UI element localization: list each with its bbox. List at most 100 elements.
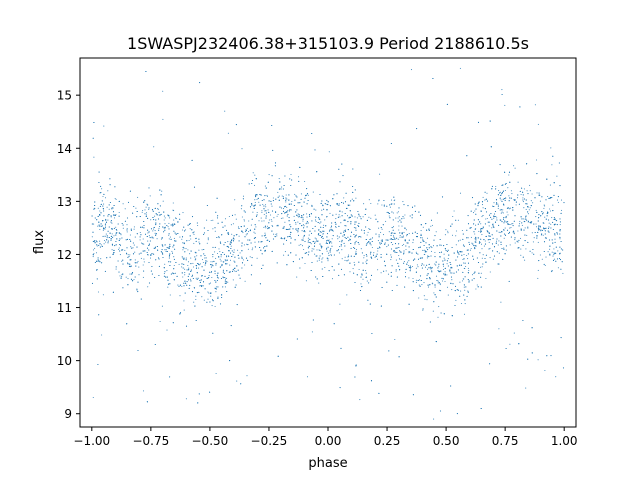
- data-point: [102, 195, 104, 198]
- data-point: [101, 225, 103, 228]
- data-point: [331, 245, 333, 247]
- data-point: [326, 233, 329, 235]
- data-point: [453, 272, 455, 274]
- data-point: [280, 237, 282, 239]
- data-point: [194, 305, 196, 307]
- data-point: [297, 176, 300, 178]
- data-point: [307, 254, 309, 256]
- data-point: [365, 276, 367, 278]
- data-point: [246, 243, 248, 245]
- data-point: [419, 214, 422, 216]
- data-point: [394, 238, 396, 240]
- data-point: [504, 220, 506, 222]
- data-point: [96, 244, 98, 246]
- data-point: [535, 209, 537, 211]
- data-point: [284, 175, 286, 177]
- data-point: [435, 275, 438, 277]
- data-point: [248, 220, 250, 222]
- data-point: [150, 254, 152, 256]
- data-point: [536, 235, 538, 237]
- data-point: [307, 194, 309, 196]
- data-point: [98, 314, 100, 316]
- data-point: [446, 243, 448, 246]
- data-point: [500, 191, 502, 193]
- data-point: [390, 203, 392, 205]
- data-point: [263, 226, 265, 228]
- data-point: [331, 266, 333, 268]
- data-point: [261, 267, 263, 270]
- data-point: [363, 232, 365, 234]
- data-point: [541, 258, 543, 260]
- data-point: [92, 231, 94, 233]
- data-point: [99, 243, 101, 245]
- data-point: [402, 201, 404, 203]
- data-point: [512, 225, 514, 227]
- data-point: [283, 243, 285, 245]
- data-point: [365, 261, 367, 263]
- data-point: [463, 278, 465, 280]
- data-point: [196, 222, 198, 224]
- data-point: [475, 213, 477, 215]
- data-point: [276, 215, 278, 217]
- data-point: [474, 210, 476, 212]
- data-point: [544, 205, 546, 207]
- data-point: [493, 217, 495, 219]
- data-point: [549, 245, 551, 247]
- data-point: [268, 200, 270, 202]
- data-point: [182, 212, 184, 214]
- data-point: [287, 209, 289, 211]
- data-point: [512, 223, 514, 225]
- data-point: [542, 212, 544, 214]
- data-point: [172, 202, 174, 204]
- data-point: [477, 237, 479, 239]
- data-point: [245, 228, 247, 230]
- data-point: [216, 279, 218, 282]
- data-point: [169, 264, 171, 267]
- data-point: [173, 268, 175, 270]
- data-point: [493, 202, 495, 204]
- data-point: [326, 257, 328, 259]
- data-point: [508, 280, 510, 282]
- data-point: [462, 233, 464, 235]
- data-point: [158, 226, 161, 228]
- data-point: [555, 252, 557, 254]
- data-point: [126, 231, 128, 233]
- data-point: [193, 186, 196, 188]
- data-point: [211, 264, 213, 266]
- data-point: [143, 261, 145, 263]
- data-point: [496, 219, 498, 221]
- data-point: [507, 223, 509, 225]
- data-point: [322, 257, 324, 259]
- data-point: [346, 294, 348, 296]
- data-point: [510, 236, 512, 238]
- data-point: [363, 257, 365, 259]
- data-point: [527, 358, 529, 360]
- data-point: [366, 263, 368, 265]
- data-point: [122, 259, 124, 261]
- data-point: [185, 325, 188, 327]
- data-point: [276, 262, 278, 264]
- data-point: [109, 178, 111, 180]
- data-point: [559, 221, 561, 223]
- data-point: [480, 286, 482, 288]
- data-point: [533, 223, 535, 225]
- data-point: [154, 230, 156, 232]
- data-point: [268, 227, 270, 229]
- data-point: [358, 222, 360, 224]
- data-point: [505, 347, 507, 350]
- data-point: [547, 227, 550, 230]
- data-point: [339, 210, 341, 212]
- data-point: [302, 239, 304, 241]
- data-point: [155, 222, 157, 224]
- data-point: [109, 184, 111, 186]
- data-point: [383, 205, 385, 207]
- data-point: [493, 226, 495, 228]
- data-point: [258, 201, 260, 203]
- data-point: [173, 256, 175, 258]
- data-point: [353, 233, 355, 236]
- data-point: [280, 207, 283, 209]
- data-point: [524, 227, 526, 229]
- data-point: [193, 242, 195, 244]
- data-point: [371, 237, 374, 239]
- data-point: [369, 243, 371, 245]
